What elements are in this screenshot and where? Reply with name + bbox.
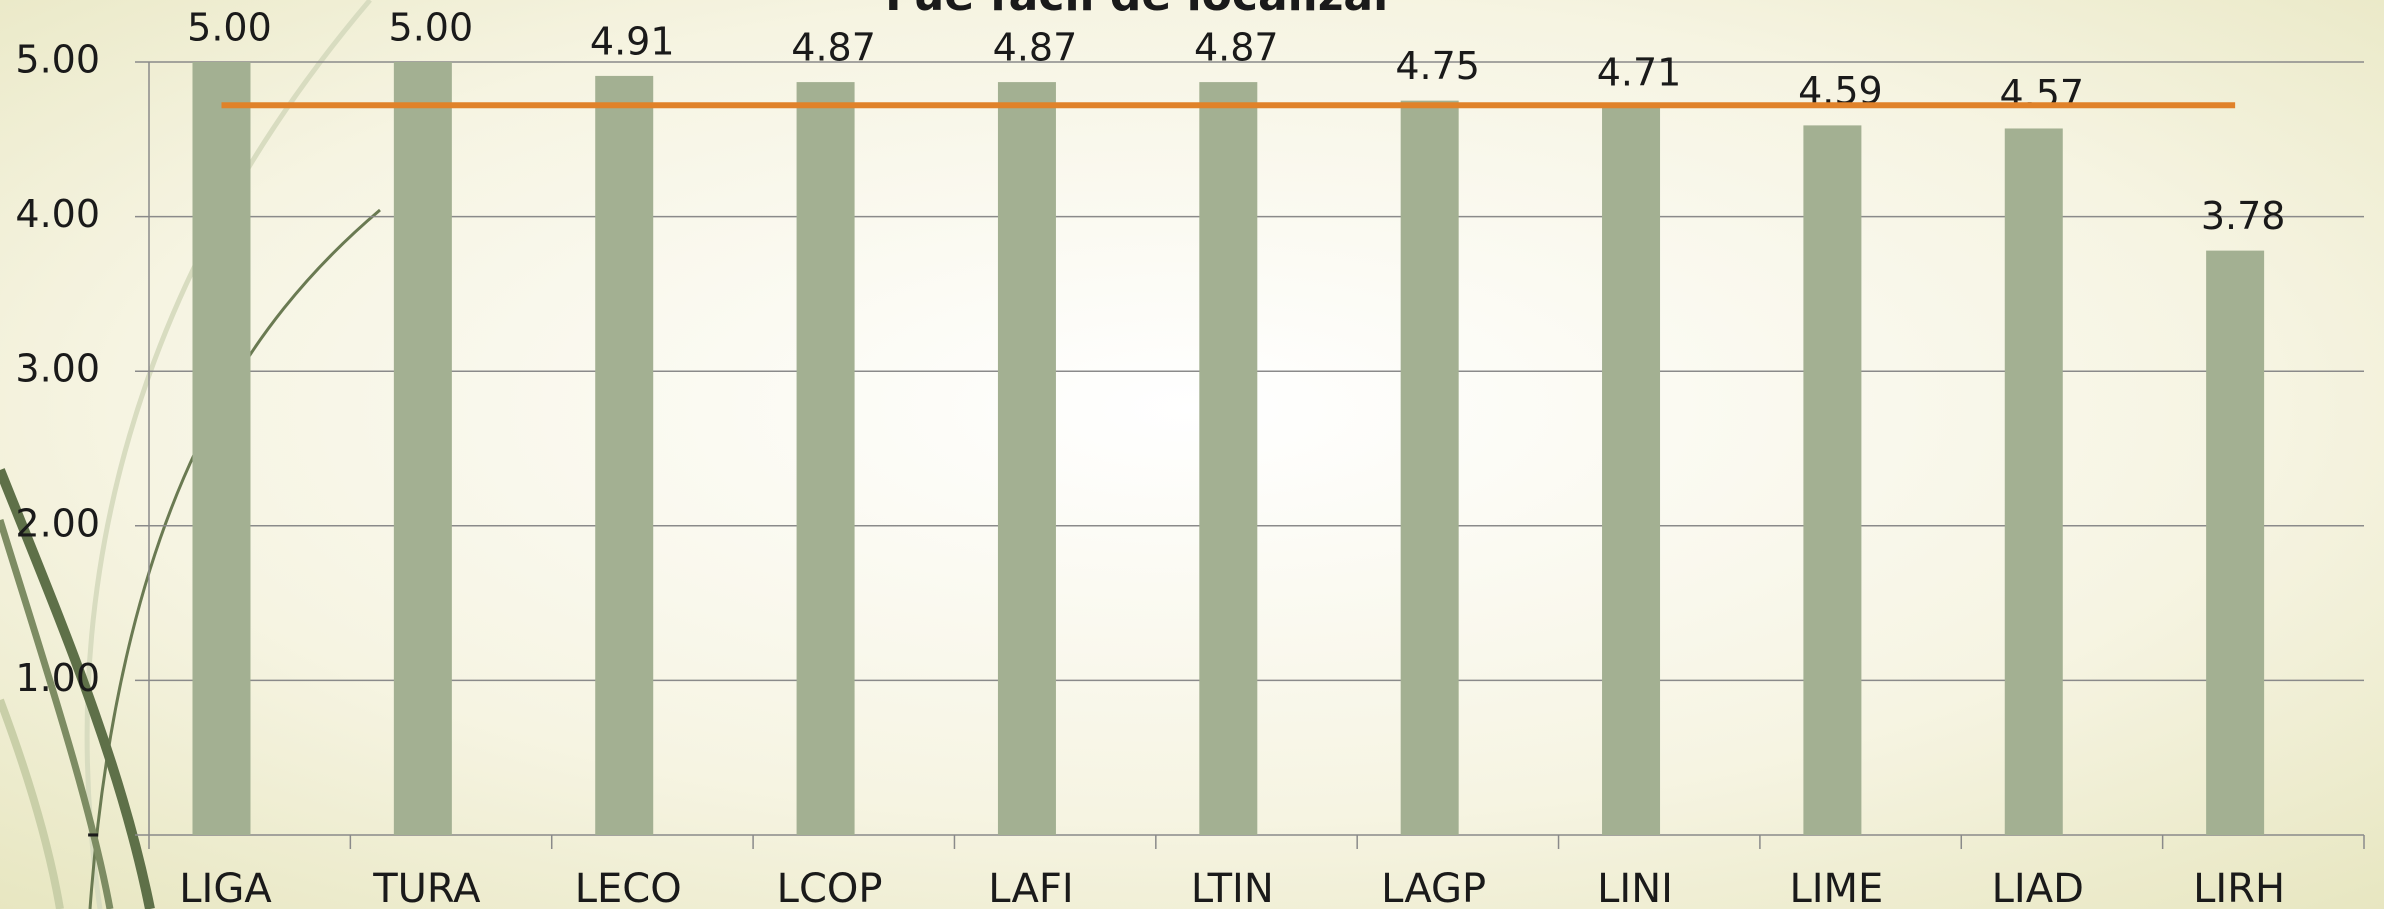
y-tick-label: 2.00 xyxy=(15,501,100,545)
value-label: 4.91 xyxy=(590,19,675,63)
bar xyxy=(1803,125,1861,835)
bar xyxy=(797,82,855,835)
x-tick-label: LINI xyxy=(1597,866,1673,909)
y-tick-label: 4.00 xyxy=(15,192,100,236)
value-label: 4.87 xyxy=(993,26,1078,70)
bar xyxy=(2206,251,2264,835)
value-label: 4.87 xyxy=(1194,26,1279,70)
x-tick-label: LAGP xyxy=(1381,866,1486,909)
bar xyxy=(1199,82,1257,835)
value-label: 5.00 xyxy=(389,6,474,50)
bar xyxy=(998,82,1056,835)
x-tick-label: LIAD xyxy=(1992,866,2084,909)
chart: Fue fácil de localizar - 1.00 2.00 3.00 4.00… xyxy=(0,0,2384,909)
x-tick-label: LIRH xyxy=(2193,866,2285,909)
value-label: 5.00 xyxy=(187,6,272,50)
bar xyxy=(1602,107,1660,835)
y-tick-label: 5.00 xyxy=(15,38,100,82)
x-tick-label: LCOP xyxy=(777,866,883,909)
value-label: 4.57 xyxy=(1999,72,2084,116)
x-tick-label: LECO xyxy=(575,866,682,909)
x-tick-label: TURA xyxy=(372,866,481,909)
bar xyxy=(595,76,653,835)
x-tick-label: LAFI xyxy=(988,866,1073,909)
y-tick-label: 1.00 xyxy=(15,656,100,700)
x-tick-label: LTIN xyxy=(1191,866,1274,909)
bar xyxy=(1401,101,1459,835)
chart-title: Fue fácil de localizar xyxy=(885,0,1395,21)
x-tick-label: LIGA xyxy=(179,866,272,909)
y-tick-label: - xyxy=(86,811,100,855)
bar xyxy=(192,62,250,835)
bar xyxy=(2005,128,2063,835)
y-tick-label: 3.00 xyxy=(15,347,100,391)
value-label: 3.78 xyxy=(2201,194,2286,238)
value-label: 4.75 xyxy=(1395,44,1480,88)
bar xyxy=(394,62,452,835)
value-label: 4.87 xyxy=(791,26,876,70)
value-label: 4.71 xyxy=(1597,50,1682,94)
x-tick-label: LIME xyxy=(1789,866,1883,909)
